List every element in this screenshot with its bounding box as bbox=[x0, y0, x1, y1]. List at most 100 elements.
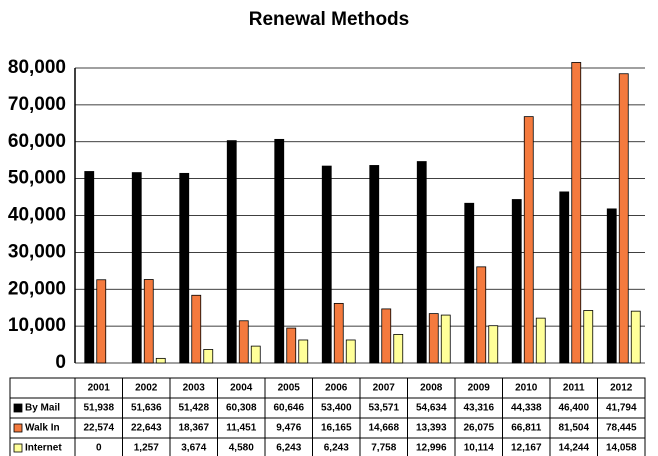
table-cell: 53,571 bbox=[368, 403, 399, 414]
bar bbox=[286, 327, 297, 364]
table-cell: 22,643 bbox=[131, 423, 162, 434]
table-cell: 46,400 bbox=[558, 403, 589, 414]
table-cell: 60,646 bbox=[273, 403, 304, 414]
legend-label: By Mail bbox=[25, 403, 60, 414]
table-header: 2009 bbox=[468, 383, 491, 394]
table-cell: 10,114 bbox=[464, 443, 494, 454]
table-header: 2001 bbox=[88, 383, 111, 394]
legend-label: Walk In bbox=[25, 423, 60, 434]
bar bbox=[155, 357, 166, 364]
bar bbox=[143, 279, 154, 364]
bar bbox=[428, 313, 439, 364]
table-header: 2002 bbox=[135, 383, 158, 394]
table-cell: 81,504 bbox=[558, 423, 589, 434]
bar bbox=[464, 202, 475, 364]
table-cell: 6,243 bbox=[276, 443, 301, 454]
bar bbox=[571, 62, 582, 364]
table-cell: 3,674 bbox=[181, 443, 206, 454]
table-cell: 54,634 bbox=[416, 403, 447, 414]
y-tick-label: 60,000 bbox=[8, 131, 66, 152]
bar bbox=[298, 339, 309, 364]
table-cell: 12,167 bbox=[511, 443, 542, 454]
table-cell: 44,338 bbox=[511, 403, 542, 414]
table-cell: 6,243 bbox=[324, 443, 349, 454]
bar bbox=[511, 199, 522, 364]
bar bbox=[535, 317, 546, 364]
bar bbox=[559, 191, 570, 364]
table-cell: 78,445 bbox=[606, 423, 637, 434]
bar bbox=[333, 302, 344, 364]
table-header: 2004 bbox=[230, 383, 253, 394]
table-header: 2010 bbox=[515, 383, 538, 394]
bar bbox=[630, 310, 641, 364]
bar bbox=[476, 266, 487, 364]
bar bbox=[488, 325, 499, 364]
y-tick-label: 40,000 bbox=[8, 205, 66, 226]
bar bbox=[96, 279, 107, 364]
y-tick-label: 30,000 bbox=[8, 241, 66, 262]
bar bbox=[131, 172, 142, 364]
table-cell: 43,316 bbox=[463, 403, 494, 414]
y-tick-label: 80,000 bbox=[8, 57, 66, 78]
table-header: 2012 bbox=[610, 383, 633, 394]
bar bbox=[226, 140, 237, 364]
bar bbox=[191, 294, 202, 364]
bar bbox=[84, 171, 95, 364]
table-cell: 12,996 bbox=[416, 443, 447, 454]
table-header: 2008 bbox=[420, 383, 443, 394]
bar bbox=[238, 320, 249, 364]
table-cell: 16,165 bbox=[321, 423, 352, 434]
table-cell: 22,574 bbox=[83, 423, 114, 434]
y-tick-label: 0 bbox=[55, 352, 66, 373]
bar bbox=[321, 165, 332, 364]
table-header: 2005 bbox=[278, 383, 301, 394]
table-cell: 66,811 bbox=[511, 423, 541, 434]
table-cell: 13,393 bbox=[416, 423, 447, 434]
table-cell: 11,451 bbox=[226, 423, 256, 434]
table-cell: 1,257 bbox=[134, 443, 159, 454]
bar bbox=[393, 333, 404, 364]
bar bbox=[523, 116, 534, 364]
table-cell: 4,580 bbox=[229, 443, 254, 454]
legend-swatch bbox=[13, 443, 23, 453]
bar bbox=[274, 138, 285, 364]
bar bbox=[345, 339, 356, 364]
bar bbox=[381, 308, 392, 364]
table-cell: 14,058 bbox=[606, 443, 637, 454]
legend-label: Internet bbox=[25, 443, 62, 454]
table-cell: 26,075 bbox=[463, 423, 494, 434]
bar bbox=[583, 310, 594, 364]
y-tick-label: 70,000 bbox=[8, 94, 66, 115]
bar bbox=[606, 208, 617, 364]
table-cell: 14,244 bbox=[558, 443, 589, 454]
y-tick-label: 50,000 bbox=[8, 168, 66, 189]
table-header: 2003 bbox=[183, 383, 206, 394]
table-cell: 53,400 bbox=[321, 403, 352, 414]
table-cell: 41,794 bbox=[606, 403, 637, 414]
table-cell: 51,636 bbox=[131, 403, 162, 414]
legend-swatch bbox=[13, 423, 23, 433]
table-header: 2006 bbox=[325, 383, 348, 394]
bar bbox=[179, 172, 190, 364]
bar bbox=[440, 314, 451, 364]
bar bbox=[369, 165, 380, 364]
table-cell: 0 bbox=[96, 443, 102, 454]
y-tick-label: 10,000 bbox=[8, 315, 66, 336]
bar bbox=[416, 161, 427, 364]
table-cell: 18,367 bbox=[178, 423, 209, 434]
table-cell: 51,938 bbox=[83, 403, 114, 414]
table-cell: 60,308 bbox=[226, 403, 257, 414]
bar bbox=[618, 73, 629, 364]
table-cell: 7,758 bbox=[371, 443, 396, 454]
legend-swatch bbox=[13, 403, 23, 413]
table-cell: 14,668 bbox=[368, 423, 399, 434]
bar bbox=[250, 345, 261, 364]
table-cell: 51,428 bbox=[178, 403, 209, 414]
table-cell: 9,476 bbox=[276, 423, 301, 434]
table-header: 2011 bbox=[563, 383, 585, 394]
table-header: 2007 bbox=[373, 383, 396, 394]
bar bbox=[203, 349, 214, 364]
y-tick-label: 20,000 bbox=[8, 278, 66, 299]
chart-title: Renewal Methods bbox=[249, 9, 409, 30]
